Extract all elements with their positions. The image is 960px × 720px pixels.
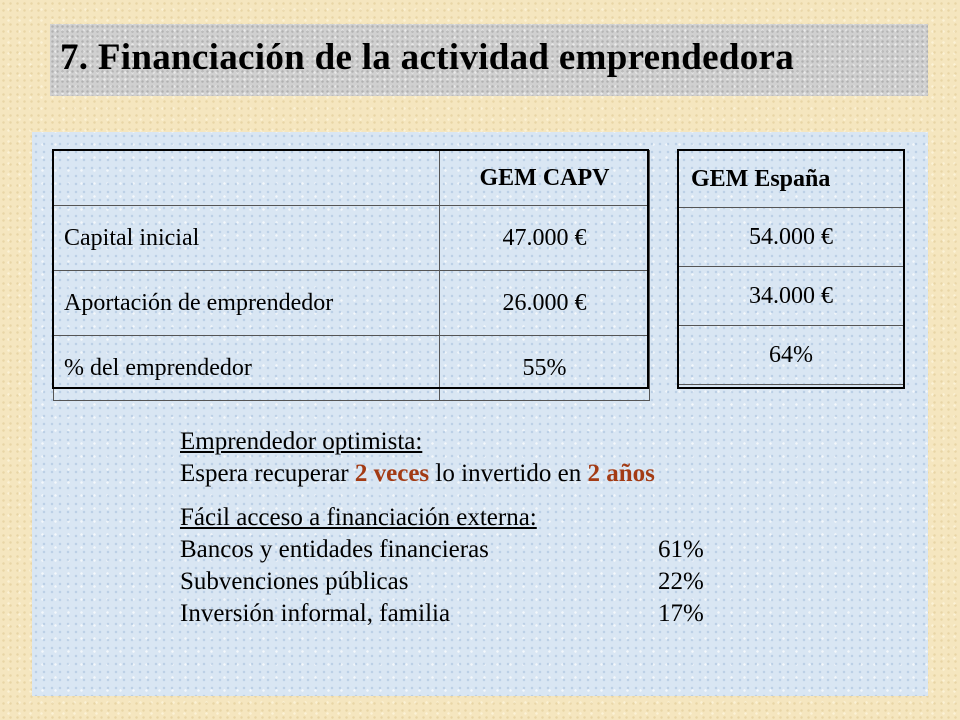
item-pct: 22%	[658, 568, 704, 595]
header-gem-capv: GEM CAPV	[439, 150, 650, 206]
list-item: Subvenciones públicas 22%	[180, 566, 704, 598]
table-row: % del emprendedor 55%	[53, 335, 650, 401]
row-label-capital-inicial: Capital inicial	[53, 205, 440, 271]
table-row: 54.000 €	[678, 207, 904, 267]
page-title: 7. Financiación de la actividad emprende…	[60, 37, 795, 78]
header-gem-espana: GEM España	[678, 150, 904, 208]
item-pct: 61%	[658, 536, 704, 563]
list-item: Inversión informal, familia 17%	[180, 598, 704, 630]
item-name: Inversión informal, familia	[180, 600, 451, 627]
list-item: Bancos y entidades financieras 61%	[180, 534, 704, 566]
value-espana-capital: 54.000 €	[678, 207, 904, 267]
optimista-heading: Emprendedor optimista:	[180, 428, 423, 455]
table-header-row: GEM España	[678, 150, 904, 208]
title-bar: 7. Financiación de la actividad emprende…	[50, 24, 928, 96]
table-gem-espana: GEM España 54.000 € 34.000 € 64%	[678, 150, 904, 385]
table-gem-capv: GEM CAPV Capital inicial 47.000 € Aporta…	[53, 150, 650, 401]
value-capital-inicial: 47.000 €	[439, 205, 650, 271]
highlight-veces: 2 veces	[354, 460, 430, 487]
content-panel: GEM CAPV Capital inicial 47.000 € Aporta…	[32, 132, 928, 696]
table-row: 34.000 €	[678, 266, 904, 326]
optimista-text: Espera recuperar 2 veces lo invertido en…	[180, 458, 704, 490]
table-row: Capital inicial 47.000 €	[53, 205, 650, 271]
table-corner-cell	[53, 150, 440, 206]
value-aportacion: 26.000 €	[439, 270, 650, 336]
value-porcentaje: 55%	[439, 335, 650, 401]
value-espana-porcentaje: 64%	[678, 325, 904, 385]
item-name: Subvenciones públicas	[180, 568, 409, 595]
item-pct: 17%	[658, 600, 704, 627]
optimista-text-part: lo invertido en	[429, 460, 588, 487]
notes-block: Emprendedor optimista: Espera recuperar …	[180, 426, 704, 630]
row-label-porcentaje: % del emprendedor	[53, 335, 440, 401]
value-espana-aportacion: 34.000 €	[678, 266, 904, 326]
highlight-anos: 2 años	[587, 460, 655, 487]
table-row: Aportación de emprendedor 26.000 €	[53, 270, 650, 336]
row-label-aportacion: Aportación de emprendedor	[53, 270, 440, 336]
optimista-text-part: Espera recuperar	[180, 460, 355, 487]
table-header-row: GEM CAPV	[53, 150, 650, 206]
financiacion-heading: Fácil acceso a financiación externa:	[180, 504, 537, 531]
item-name: Bancos y entidades financieras	[180, 536, 489, 563]
table-row: 64%	[678, 325, 904, 385]
